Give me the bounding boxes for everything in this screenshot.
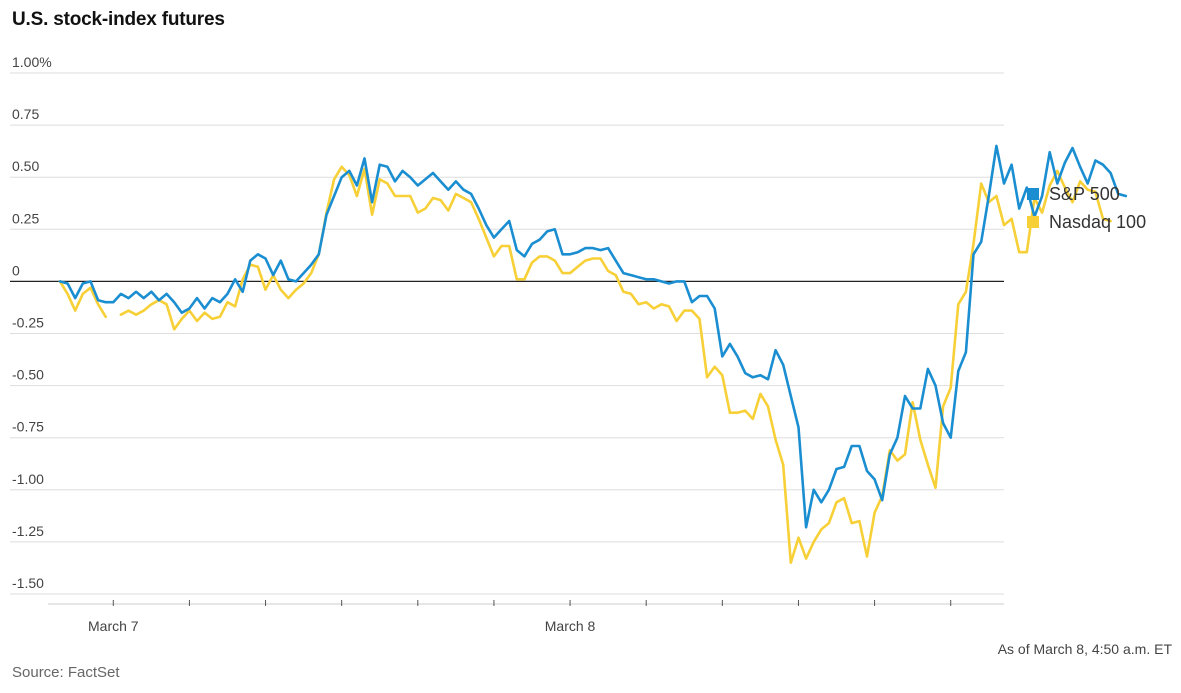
legend: S&P 500 Nasdaq 100 <box>1027 184 1146 232</box>
y-tick-label: -0.25 <box>12 315 44 331</box>
y-tick-label: 0.75 <box>12 106 39 122</box>
series-lines <box>58 144 1128 564</box>
y-tick-label: -1.50 <box>12 575 44 591</box>
y-tick-label: 0 <box>12 262 20 278</box>
source-note: Source: FactSet <box>12 664 120 681</box>
x-axis: March 7 March 8 <box>48 600 1004 634</box>
x-tick-label: March 7 <box>88 618 139 634</box>
y-tick-label: -0.50 <box>12 367 44 383</box>
y-tick-label: 1.00% <box>12 54 52 70</box>
y-tick-label: -1.00 <box>12 471 44 487</box>
y-tick-label: 0.50 <box>12 158 39 174</box>
legend-label: S&P 500 <box>1049 184 1120 204</box>
legend-label: Nasdaq 100 <box>1049 212 1146 232</box>
legend-swatch <box>1027 216 1039 228</box>
y-tick-label: -1.25 <box>12 523 44 539</box>
legend-swatch <box>1027 188 1039 200</box>
grid <box>10 72 1004 595</box>
y-tick-label: 0.25 <box>12 210 39 226</box>
chart-title: U.S. stock-index futures <box>12 9 225 30</box>
x-tick-label: March 8 <box>545 618 596 634</box>
as-of-timestamp: As of March 8, 4:50 a.m. ET <box>997 641 1172 657</box>
series-line-nasdaq-100 <box>58 165 1112 564</box>
y-axis-ticks: 1.00% 0.75 0.50 0.25 0 -0.25 -0.50 -0.75 -1.00 -1… <box>12 54 52 591</box>
y-tick-label: -0.75 <box>12 419 44 435</box>
series-line-s-p-500 <box>58 144 1128 529</box>
